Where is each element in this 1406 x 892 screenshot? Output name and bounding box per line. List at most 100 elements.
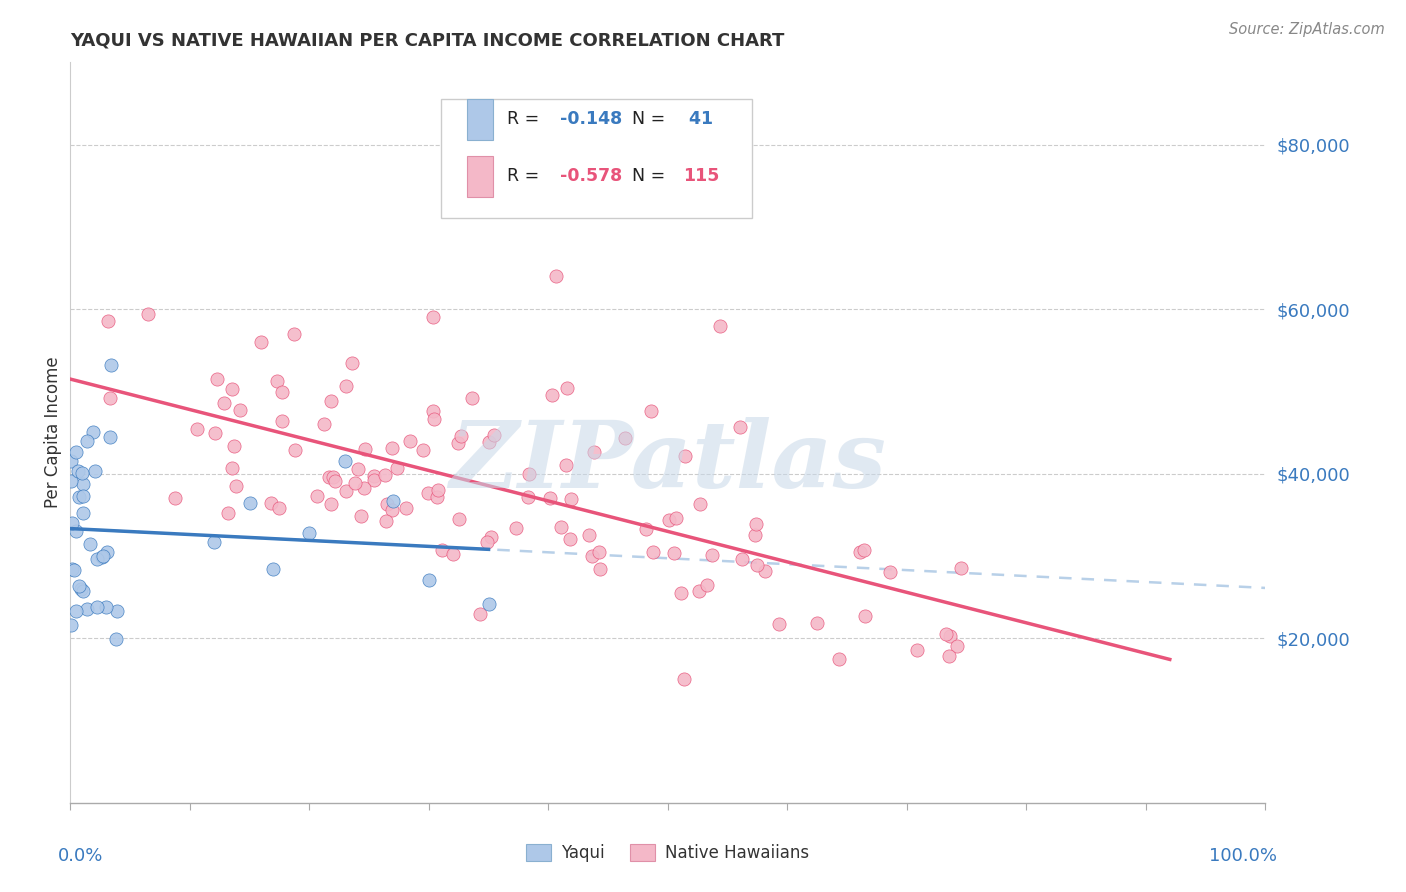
Point: [72, 584, 94, 599]
FancyBboxPatch shape: [467, 99, 494, 140]
Point: [86, 552, 108, 566]
Point: [67, 579, 90, 593]
Point: [344, 475, 367, 490]
Point: [853, 608, 876, 623]
Point: [59, 617, 82, 632]
Point: [340, 356, 363, 370]
Point: [427, 483, 450, 497]
Point: [381, 503, 404, 517]
Point: [239, 496, 262, 510]
Point: [76, 434, 98, 449]
Text: 100.0%: 100.0%: [1209, 847, 1278, 865]
Point: [478, 434, 501, 449]
Point: [163, 491, 186, 505]
Text: 41: 41: [683, 111, 713, 128]
Point: [91, 549, 114, 563]
Point: [673, 673, 696, 687]
Point: [350, 508, 373, 523]
Point: [335, 483, 357, 498]
Point: [229, 403, 252, 417]
Point: [136, 307, 159, 321]
Point: [82, 425, 104, 439]
Point: [938, 648, 960, 663]
Point: [98, 392, 121, 406]
Point: [550, 519, 572, 533]
Text: -0.148: -0.148: [561, 111, 623, 128]
Point: [105, 604, 128, 618]
Point: [212, 396, 235, 410]
Point: [688, 584, 710, 599]
Point: [204, 426, 226, 441]
Point: [98, 430, 121, 444]
Text: R =: R =: [506, 111, 544, 128]
Point: [97, 313, 120, 327]
Point: [79, 537, 101, 551]
Point: [744, 528, 766, 542]
Point: [60, 454, 83, 468]
Point: [76, 602, 98, 616]
Point: [658, 513, 681, 527]
Point: [96, 545, 118, 559]
Point: [66, 464, 89, 478]
Point: [423, 412, 446, 426]
Y-axis label: Per Capita Income: Per Capita Income: [44, 357, 62, 508]
Point: [849, 545, 872, 559]
Point: [935, 627, 957, 641]
Point: [225, 479, 247, 493]
Point: [104, 632, 127, 647]
Text: YAQUI VS NATIVE HAWAIIAN PER CAPITA INCOME CORRELATION CHART: YAQUI VS NATIVE HAWAIIAN PER CAPITA INCO…: [70, 32, 785, 50]
Point: [271, 384, 294, 399]
Point: [283, 326, 305, 341]
Point: [538, 491, 561, 506]
Point: [72, 489, 94, 503]
Point: [260, 496, 283, 510]
Point: [689, 497, 711, 511]
Point: [432, 542, 454, 557]
Point: [479, 531, 502, 545]
Point: [475, 535, 498, 549]
Point: [555, 381, 578, 395]
Point: [266, 374, 288, 388]
Point: [354, 442, 377, 457]
Point: [217, 506, 239, 520]
Point: [709, 318, 731, 333]
Point: [283, 442, 305, 457]
Point: [318, 469, 340, 483]
Point: [90, 549, 112, 564]
Point: [186, 422, 208, 436]
Point: [879, 565, 901, 579]
Point: [67, 490, 90, 504]
Point: [555, 458, 578, 473]
Point: [374, 468, 396, 483]
Point: [222, 439, 245, 453]
Point: [60, 516, 83, 530]
Point: [70, 582, 93, 597]
Point: [669, 585, 692, 599]
Point: [581, 549, 603, 563]
Point: [949, 561, 972, 575]
Point: [422, 404, 444, 418]
Point: [72, 507, 94, 521]
FancyBboxPatch shape: [467, 156, 494, 197]
Text: -0.578: -0.578: [561, 168, 623, 186]
Point: [86, 599, 108, 614]
Point: [806, 616, 828, 631]
Point: [673, 449, 696, 463]
Point: [768, 617, 790, 632]
Legend: Yaqui, Native Hawaiians: Yaqui, Native Hawaiians: [520, 837, 815, 869]
Point: [696, 578, 718, 592]
Point: [449, 511, 471, 525]
Point: [94, 600, 117, 615]
Point: [582, 444, 605, 458]
Point: [65, 604, 87, 618]
Point: [636, 522, 658, 536]
Point: [517, 467, 540, 481]
Point: [335, 454, 357, 468]
Point: [298, 526, 321, 541]
Point: [422, 310, 444, 325]
Point: [267, 500, 290, 515]
Point: [205, 372, 228, 386]
Point: [398, 434, 420, 449]
Point: [363, 473, 385, 487]
Point: [363, 468, 385, 483]
